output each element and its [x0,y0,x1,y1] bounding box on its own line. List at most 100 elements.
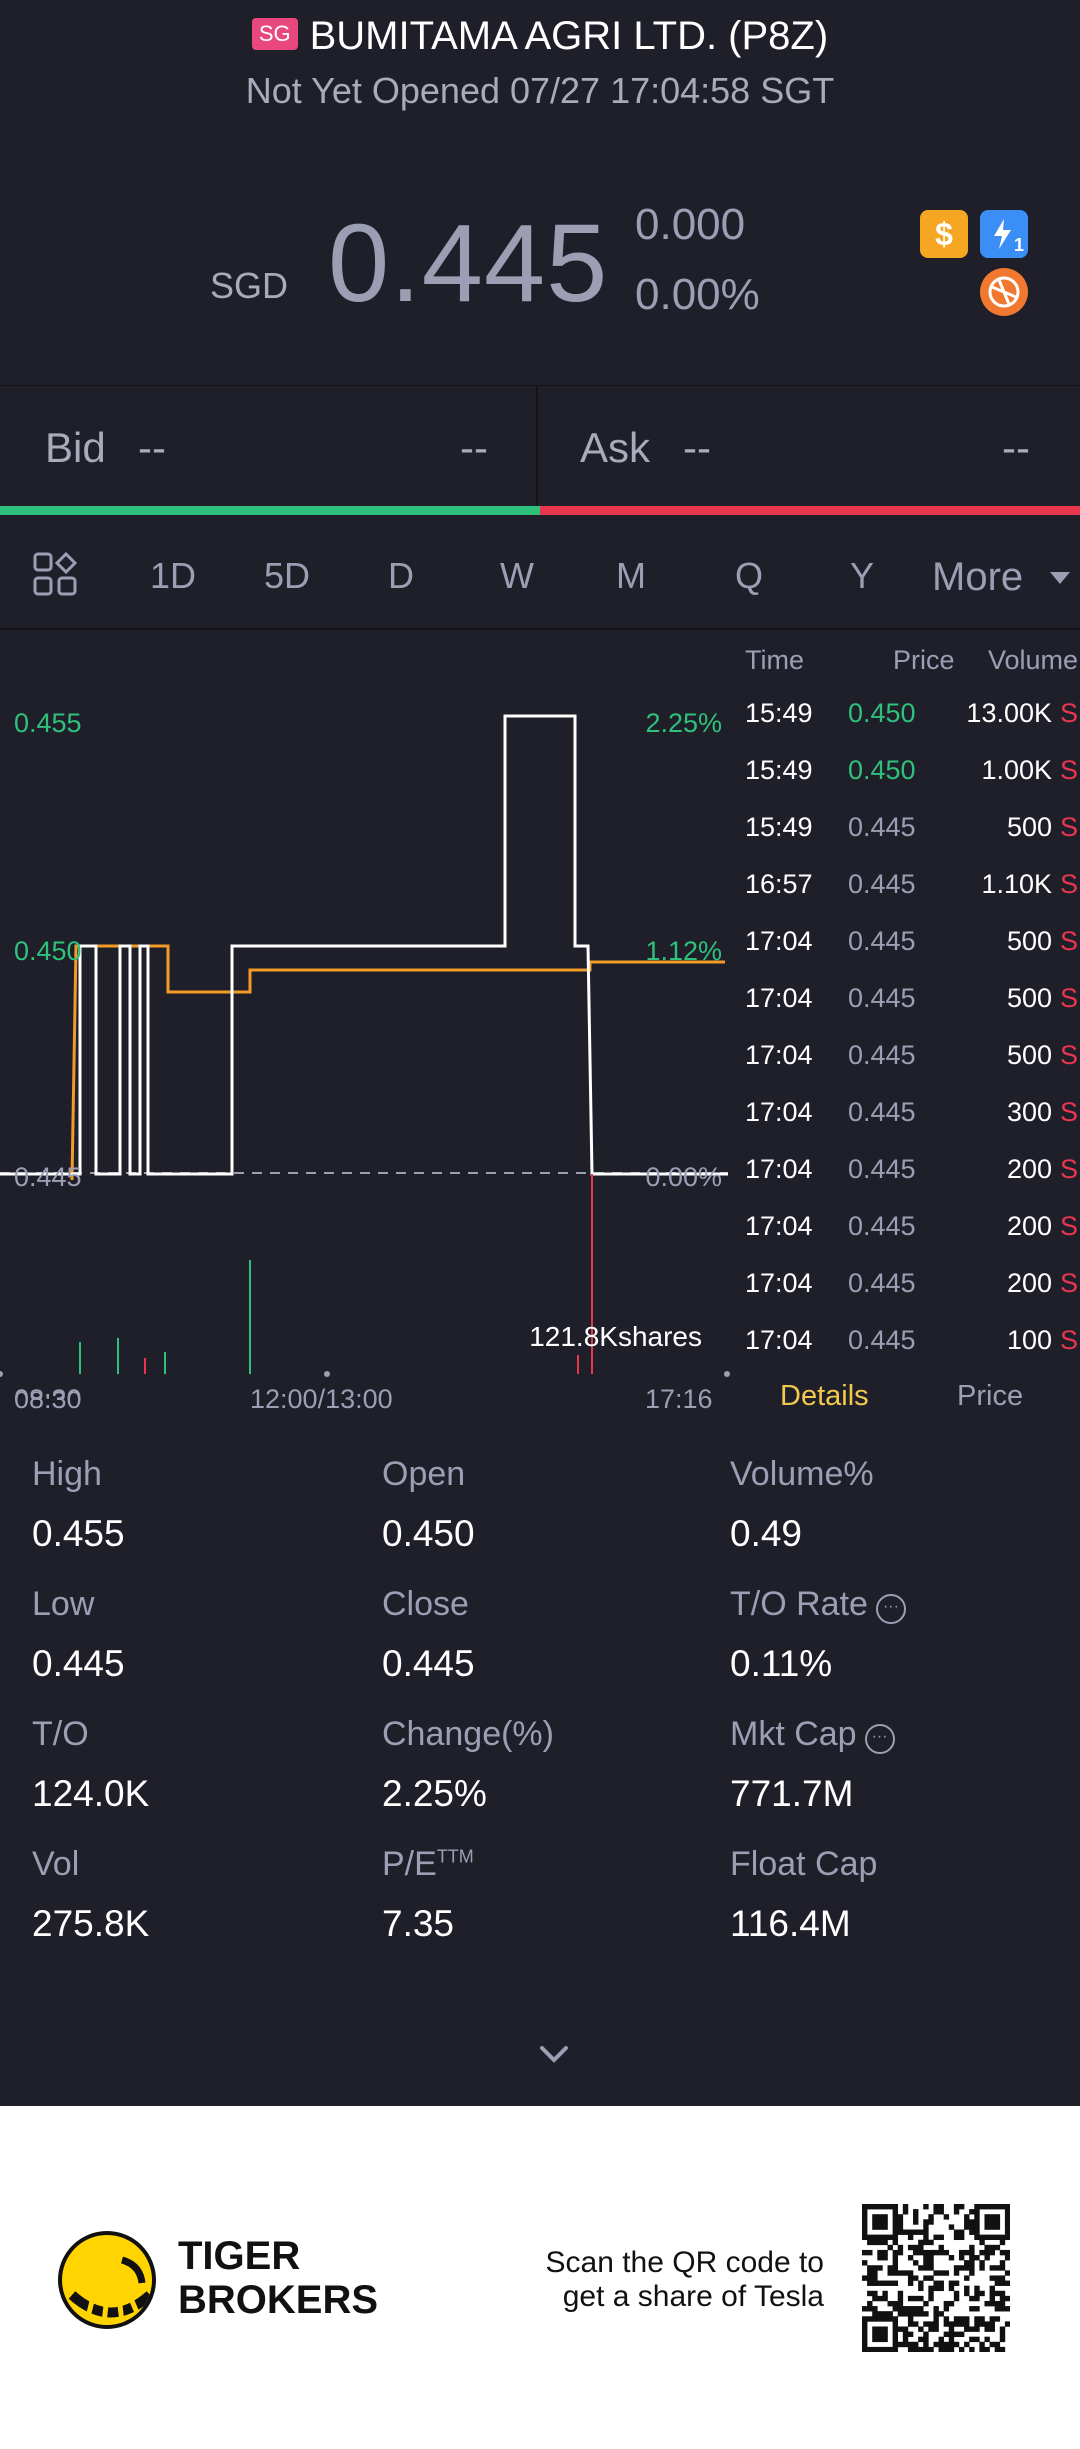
trade-side: S [1059,1268,1078,1298]
stat-change-label: Change(%) [382,1715,554,1753]
trade-volume: 1.00K [981,755,1052,785]
trade-volume: 500 [1006,983,1052,1013]
trade-volume: 200 [1006,1268,1052,1298]
tab-w[interactable]: W [500,555,534,596]
trade-volume: 500 [1006,812,1052,842]
tab-m[interactable]: M [616,555,646,596]
trade-price: 0.445 [848,926,916,956]
qr-code-icon[interactable] [862,2204,1010,2352]
trade-volume: 200 [1006,1211,1052,1241]
trade-time: 16:57 [745,869,813,899]
layout-grid-icon[interactable] [33,552,77,596]
trade-time: 17:04 [745,983,813,1013]
tab-1d[interactable]: 1D [150,555,197,596]
trade-price: 0.445 [848,1268,916,1298]
trade-volume: 1.10K [981,869,1052,899]
price-change-pct: 0.00% [635,270,760,319]
trade-time: 15:49 [745,812,813,842]
trade-price: 0.450 [848,755,916,785]
trade-price: 0.445 [848,1211,916,1241]
col-time: Time [745,645,804,675]
trade-row: 16:57 0.445 1.10K S [730,869,1080,926]
bid-ask-panel: Bid -- -- Ask -- -- [0,385,1080,515]
market-badge: SG [251,18,298,50]
tab-d[interactable]: D [388,555,414,596]
trade-side: S [1059,1097,1078,1127]
pct-label-mid: 1.12% [645,936,722,966]
stat-to-value: 124.0K [32,1773,150,1814]
stat-low-label: Low [32,1585,95,1623]
bid-label: Bid [45,424,106,471]
trade-row: 15:49 0.450 1.00K S [730,755,1080,812]
orange-badge-icon[interactable] [980,268,1028,316]
pct-label-high: 2.25% [645,708,722,738]
stat-low-value: 0.445 [32,1643,125,1684]
tiger-stripes-icon [68,2256,152,2324]
dollar-icon[interactable]: $ [920,210,968,258]
trade-volume: 200 [1006,1154,1052,1184]
scan-line2: get a share of Tesla [562,2280,824,2313]
trade-side: S [1059,1211,1078,1241]
info-icon[interactable]: ··· [875,1594,906,1624]
trade-price: 0.445 [848,1040,916,1070]
info-icon[interactable]: ··· [864,1724,895,1754]
stat-high-value: 0.455 [32,1513,125,1554]
stock-title: SG BUMITAMA AGRI LTD. (P8Z) [0,14,1080,59]
ask-box[interactable]: Ask -- -- [540,386,1078,508]
intraday-chart[interactable]: 0.455 0.450 0.445 2.25% 1.12% 0.00% 121.… [0,630,730,1416]
trade-row: 17:04 0.445 200 S [730,1268,1080,1325]
tab-more[interactable]: More [932,555,1072,600]
last-price: 0.445 [328,202,609,325]
scan-line1: Scan the QR code to [545,2246,825,2279]
chevron-down-icon[interactable] [534,2040,574,2070]
price-label-high: 0.455 [14,708,82,738]
currency-label: SGD [210,265,289,306]
stat-vol-value: 275.8K [32,1903,150,1944]
trade-side: S [1059,1040,1078,1070]
time-label-mid: 12:00/13:00 [250,1384,393,1414]
trade-row: 17:04 0.445 500 S [730,983,1080,1040]
trade-time: 17:04 [745,1040,813,1070]
trade-ticker[interactable]: Time Price Volume 15:49 0.450 13.00K S 15:49… [730,630,1080,1400]
stat-pe-label: P/E [382,1845,437,1883]
tab-q[interactable]: Q [735,555,764,596]
flash-icon-sub: 1 [1013,235,1024,255]
price-label-low: 0.445 [14,1162,82,1192]
time-label-open: 08:30 [14,1384,82,1414]
trade-side: S [1059,812,1078,842]
stat-open-label: Open [382,1455,466,1493]
trade-row: 15:49 0.450 13.00K S [730,698,1080,755]
stat-to-rate-label: T/O Rate [730,1585,868,1623]
trade-time: 17:04 [745,1325,813,1355]
trade-row: 17:04 0.445 100 S [730,1325,1080,1382]
flash-icon[interactable]: 1 [980,210,1028,258]
tab-5d[interactable]: 5D [264,555,311,596]
triangle-down-icon [1050,572,1071,584]
chart-svg: 0.455 0.450 0.445 2.25% 1.12% 0.00% 121.… [0,708,730,1416]
trade-row: 15:49 0.445 500 S [730,812,1080,869]
tab-more-label: More [932,555,1024,599]
tab-details[interactable]: Details [780,1380,869,1412]
stat-to-label: T/O [32,1715,89,1753]
trade-side: S [1059,869,1078,899]
trade-side: S [1059,1154,1078,1184]
promo-footer: TIGER BROKERS Scan the QR code to get a … [0,2106,1080,2449]
stat-change-value: 2.25% [382,1773,487,1814]
tab-y[interactable]: Y [850,555,875,596]
basketball-icon [988,276,1020,308]
stat-mkt-cap: Mkt Cap ··· [730,1715,895,1754]
col-price: Price [893,645,955,675]
trade-price: 0.445 [848,983,916,1013]
trade-time: 17:04 [745,926,813,956]
bid-box[interactable]: Bid -- -- [0,386,538,508]
trade-time: 17:04 [745,1097,813,1127]
trade-row: 17:04 0.445 500 S [730,926,1080,983]
trade-price: 0.445 [848,1154,916,1184]
price-change: 0.000 [635,200,746,249]
trade-side: S [1059,755,1078,785]
time-label-close: 17:16 [645,1384,713,1414]
tab-price[interactable]: Price [957,1380,1024,1412]
stock-name: BUMITAMA AGRI LTD. (P8Z) [309,14,829,58]
stat-vol-label: Vol [32,1845,80,1883]
stats-grid: High 0.455 Open 0.450 Volume% 0.49 Low 0… [0,1455,1080,1975]
